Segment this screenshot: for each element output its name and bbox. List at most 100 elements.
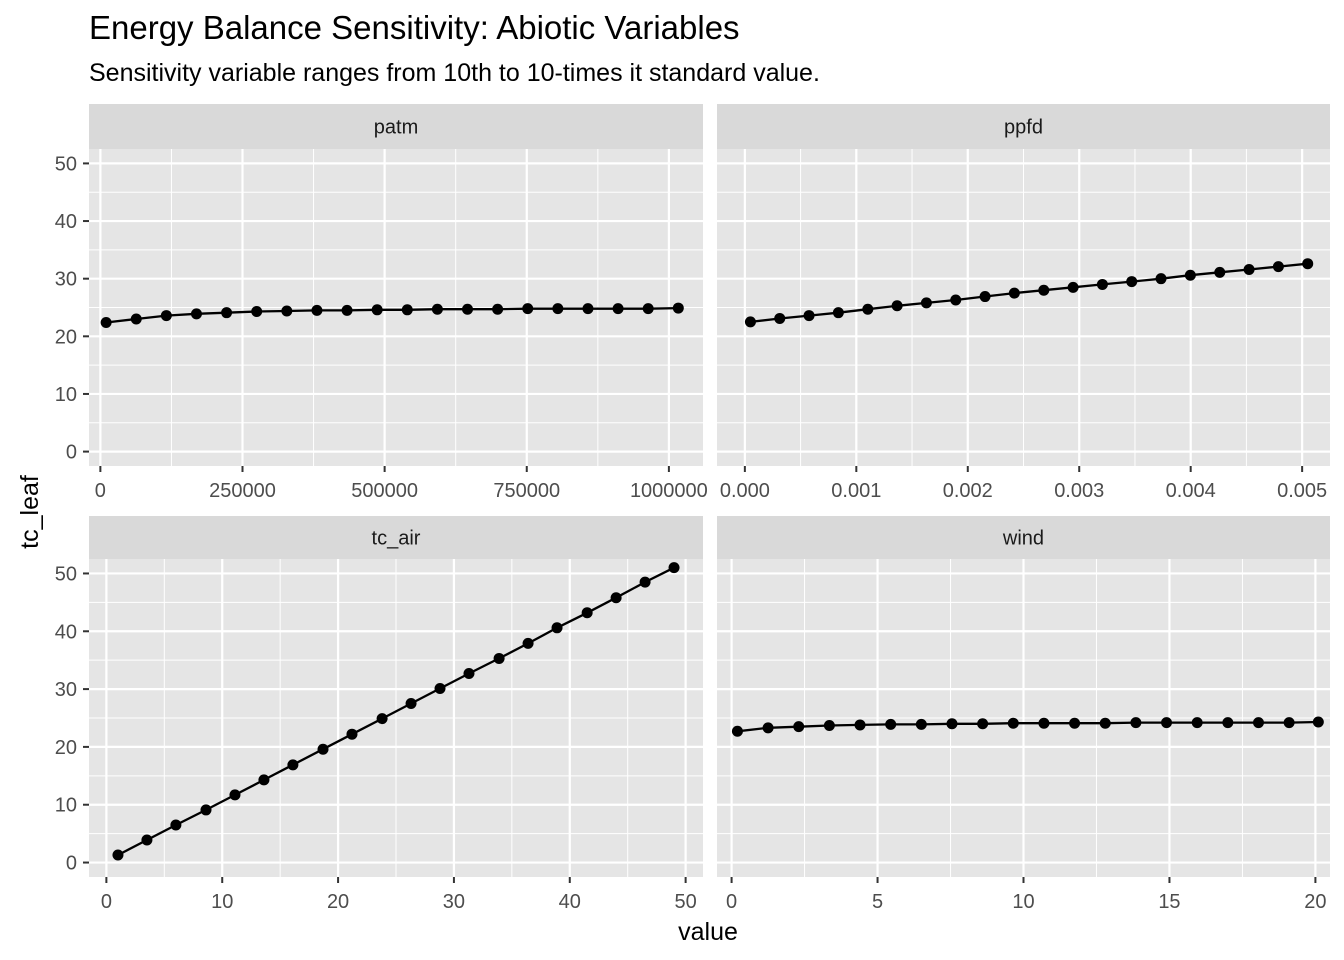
data-point	[823, 720, 835, 732]
data-point	[1302, 258, 1314, 270]
x-tick-label: 500000	[351, 480, 418, 502]
x-tick-label: 0.002	[943, 480, 993, 502]
data-point	[854, 719, 866, 731]
data-point	[1272, 261, 1284, 273]
x-tick-label: 10	[1012, 891, 1034, 913]
facet-strip-label: tc_air	[372, 528, 421, 550]
x-tick-label: 10	[211, 891, 233, 913]
data-point	[862, 303, 874, 315]
y-tick-label: 10	[55, 384, 77, 406]
x-tick-label: 15	[1158, 891, 1180, 913]
data-point	[793, 721, 805, 733]
data-point	[1214, 266, 1226, 278]
data-point	[1038, 717, 1050, 729]
data-point	[170, 819, 182, 831]
data-point	[642, 303, 654, 315]
data-point	[744, 316, 756, 328]
data-point	[1096, 278, 1108, 290]
data-point	[639, 576, 651, 588]
y-tick-label: 40	[55, 621, 77, 643]
data-point	[281, 305, 293, 317]
data-point	[311, 304, 323, 316]
data-point	[251, 306, 263, 318]
data-point	[885, 718, 897, 730]
y-tick-label: 20	[55, 737, 77, 759]
facet-strip	[717, 516, 1330, 559]
chart-subtitle: Sensitivity variable ranges from 10th to…	[89, 59, 820, 87]
data-point	[200, 804, 212, 816]
data-point	[462, 303, 474, 315]
data-point	[522, 637, 534, 649]
y-tick-label: 50	[55, 563, 77, 585]
x-tick-label: 0.003	[1054, 480, 1104, 502]
data-point	[463, 667, 475, 679]
data-point	[522, 303, 534, 315]
data-point	[287, 759, 299, 771]
data-point	[1126, 276, 1138, 288]
data-point	[1222, 717, 1234, 729]
y-tick-label: 30	[55, 269, 77, 291]
data-point	[977, 718, 989, 730]
data-point	[1067, 281, 1079, 293]
data-point	[668, 562, 680, 574]
data-point	[371, 304, 383, 316]
data-point	[610, 592, 622, 604]
data-point	[915, 718, 927, 730]
data-point	[160, 310, 172, 322]
y-tick-label: 0	[66, 853, 77, 875]
x-axis-label: value	[678, 918, 738, 946]
data-point	[774, 312, 786, 324]
data-point	[1099, 717, 1111, 729]
data-point	[229, 789, 241, 801]
data-point	[946, 718, 958, 730]
y-axis-label: tc_leaf	[16, 475, 44, 549]
data-point	[401, 304, 413, 316]
facet-panel-wind: wind 0 5 10 15 20	[717, 516, 1330, 913]
facet-panel-ppfd: ppfd 0.000 0.001 0.002 0.003 0.004 0.005	[717, 104, 1330, 502]
data-point	[434, 683, 446, 695]
x-tick-label: 0.005	[1277, 480, 1327, 502]
data-point	[920, 297, 932, 309]
x-tick-label: 50	[674, 891, 696, 913]
data-point	[731, 725, 743, 737]
x-tick-label: 0.004	[1166, 480, 1216, 502]
data-point	[492, 303, 504, 315]
data-point	[112, 849, 124, 861]
data-point	[317, 743, 329, 755]
data-point	[1130, 717, 1142, 729]
facet-strip-label: wind	[1002, 528, 1044, 550]
x-tick-label: 30	[443, 891, 465, 913]
data-point	[1184, 269, 1196, 281]
data-point	[950, 294, 962, 306]
data-point	[979, 291, 991, 303]
data-point	[376, 713, 388, 725]
data-point	[1007, 717, 1019, 729]
x-tick-label: 0	[95, 480, 106, 502]
data-point	[190, 308, 202, 320]
data-point	[431, 303, 443, 315]
facet-strip	[89, 104, 703, 149]
data-point	[1312, 716, 1324, 728]
data-point	[1038, 284, 1050, 296]
x-tick-label: 0	[726, 891, 737, 913]
data-point	[346, 728, 358, 740]
data-point	[493, 652, 505, 664]
y-tick-label: 50	[55, 153, 77, 175]
y-tick-label: 30	[55, 679, 77, 701]
data-point	[1191, 717, 1203, 729]
x-tick-label: 0	[101, 891, 112, 913]
facet-strip-label: patm	[374, 117, 418, 139]
data-point	[1155, 273, 1167, 285]
y-tick-label: 20	[55, 326, 77, 348]
chart-title: Energy Balance Sensitivity: Abiotic Vari…	[89, 9, 740, 46]
x-tick-label: 40	[559, 891, 581, 913]
facet-panel-patm: patm 0 250000 500000 750000 1000000 0 10 20 30 40 5…	[55, 104, 708, 502]
y-tick-label: 10	[55, 795, 77, 817]
data-point	[891, 300, 903, 312]
facet-strip	[89, 516, 703, 559]
facet-panel-tc_air: tc_air 0 10 20 30 40 50 0 10 20 30 40 50	[55, 516, 703, 913]
x-tick-label: 20	[327, 891, 349, 913]
x-tick-label: 5	[872, 891, 883, 913]
data-point	[1252, 717, 1264, 729]
